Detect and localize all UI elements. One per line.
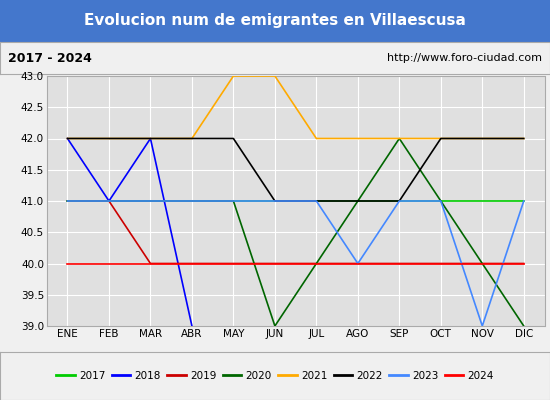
Text: 2017 - 2024: 2017 - 2024 (8, 52, 92, 64)
Legend: 2017, 2018, 2019, 2020, 2021, 2022, 2023, 2024: 2017, 2018, 2019, 2020, 2021, 2022, 2023… (52, 367, 498, 385)
Text: http://www.foro-ciudad.com: http://www.foro-ciudad.com (387, 53, 542, 63)
Text: Evolucion num de emigrantes en Villaescusa: Evolucion num de emigrantes en Villaescu… (84, 14, 466, 28)
